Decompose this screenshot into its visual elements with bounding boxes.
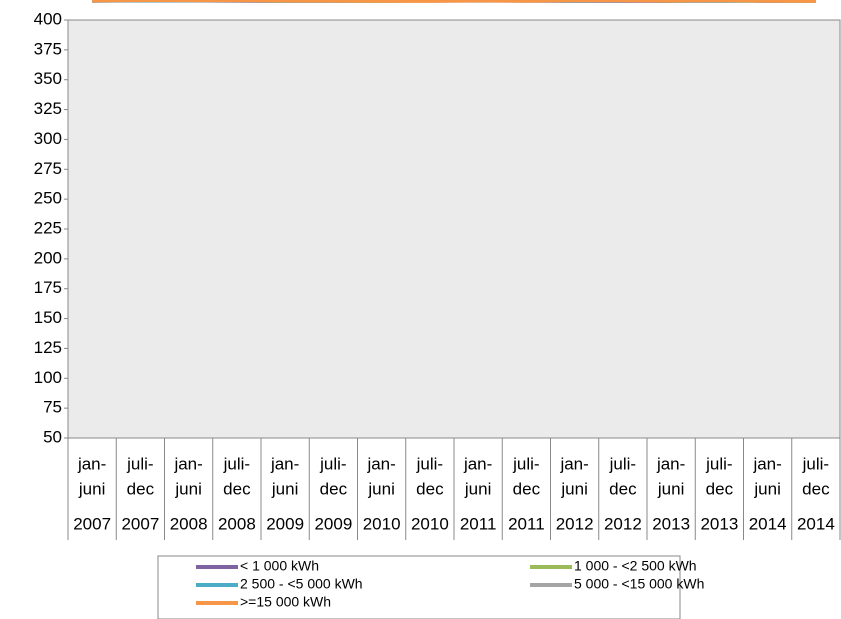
x-tick-label: jan-	[656, 454, 685, 473]
x-year-label: 2014	[749, 514, 787, 533]
y-tick-label: 200	[34, 248, 62, 267]
x-tick-label: jan-	[366, 454, 395, 473]
y-tick-label: 150	[34, 308, 62, 327]
x-year-label: 2009	[314, 514, 352, 533]
x-tick-label: juni	[464, 479, 491, 498]
x-year-label: 2013	[652, 514, 690, 533]
x-tick-label: juli-	[609, 454, 636, 473]
x-tick-label: dec	[320, 479, 348, 498]
legend-label: 1 000 - <2 500 kWh	[574, 558, 697, 574]
x-tick-label: dec	[609, 479, 637, 498]
x-tick-label: jan-	[270, 454, 299, 473]
x-tick-label: dec	[706, 479, 734, 498]
y-tick-label: 300	[34, 129, 62, 148]
x-tick-label: juni	[174, 479, 201, 498]
x-tick-label: juli-	[126, 454, 153, 473]
x-tick-label: juli-	[416, 454, 443, 473]
x-year-label: 2012	[604, 514, 642, 533]
y-tick-label: 275	[34, 159, 62, 178]
x-tick-label: dec	[127, 479, 155, 498]
x-tick-label: dec	[416, 479, 444, 498]
x-year-label: 2010	[363, 514, 401, 533]
x-tick-label: jan-	[559, 454, 588, 473]
y-tick-label: 250	[34, 189, 62, 208]
legend: < 1 000 kWh 1 000 - <2 500 kWh 2 500 - <5 …	[196, 558, 704, 610]
x-tick-label: jan-	[463, 454, 492, 473]
y-tick-label: 50	[43, 427, 62, 446]
legend-label: < 1 000 kWh	[240, 558, 319, 574]
y-tick-label: 175	[34, 278, 62, 297]
y-tick-label: 375	[34, 39, 62, 58]
series-line	[92, 0, 816, 3]
x-tick-label: juli-	[319, 454, 346, 473]
y-tick-label: 125	[34, 338, 62, 357]
plot-area	[67, 19, 841, 439]
x-tick-label: jan-	[77, 454, 106, 473]
x-year-label: 2010	[411, 514, 449, 533]
x-tick-label: juni	[560, 479, 587, 498]
y-tick-label: 225	[34, 218, 62, 237]
x-tick-label: juli-	[223, 454, 250, 473]
x-year-label: 2009	[266, 514, 304, 533]
x-tick-label: juni	[271, 479, 298, 498]
x-tick-label: juli-	[802, 454, 829, 473]
y-tick-label: 75	[43, 398, 62, 417]
x-year-label: 2011	[508, 514, 545, 533]
x-tick-label: dec	[513, 479, 541, 498]
y-tick-label: 325	[34, 99, 62, 118]
y-tick-label: 350	[34, 69, 62, 88]
x-tick-label: juni	[367, 479, 394, 498]
x-tick-label: juni	[657, 479, 684, 498]
y-tick-label: 100	[34, 368, 62, 387]
x-tick-label: dec	[223, 479, 251, 498]
x-year-label: 2014	[797, 514, 835, 533]
x-year-label: 2008	[170, 514, 208, 533]
x-tick-label: juli-	[512, 454, 539, 473]
x-year-label: 2012	[556, 514, 594, 533]
x-year-label: 2008	[218, 514, 256, 533]
x-year-label: 2007	[121, 514, 159, 533]
x-tick-label: juni	[753, 479, 780, 498]
x-tick-label: jan-	[173, 454, 202, 473]
x-year-label: 2011	[460, 514, 497, 533]
x-year-label: 2007	[73, 514, 111, 533]
y-tick-label: 400	[34, 9, 62, 28]
x-year-label: 2013	[700, 514, 738, 533]
legend-label: 2 500 - <5 000 kWh	[240, 576, 363, 592]
x-tick-label: juli-	[705, 454, 732, 473]
x-tick-label: jan-	[752, 454, 781, 473]
legend-label: 5 000 - <15 000 kWh	[574, 576, 704, 592]
legend-box	[157, 555, 681, 619]
legend-label: >=15 000 kWh	[240, 594, 331, 610]
x-tick-label: juni	[78, 479, 105, 498]
x-tick-label: dec	[802, 479, 830, 498]
